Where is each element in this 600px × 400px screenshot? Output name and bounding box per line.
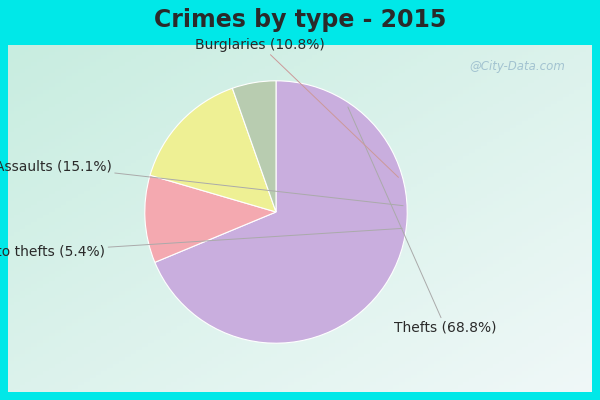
Text: @City-Data.com: @City-Data.com [469, 60, 565, 73]
Text: Thefts (68.8%): Thefts (68.8%) [348, 107, 497, 334]
Bar [592, 0, 600, 400]
Text: Auto thefts (5.4%): Auto thefts (5.4%) [0, 228, 402, 258]
Text: Crimes by type - 2015: Crimes by type - 2015 [154, 8, 446, 32]
Wedge shape [150, 88, 276, 212]
Bar [0, 0, 600, 45]
Bar [0, 0, 8, 400]
Wedge shape [232, 81, 276, 212]
Text: Burglaries (10.8%): Burglaries (10.8%) [196, 38, 398, 177]
Bar [0, 392, 600, 400]
Wedge shape [155, 81, 407, 343]
Wedge shape [145, 175, 276, 262]
Text: Assaults (15.1%): Assaults (15.1%) [0, 159, 403, 206]
